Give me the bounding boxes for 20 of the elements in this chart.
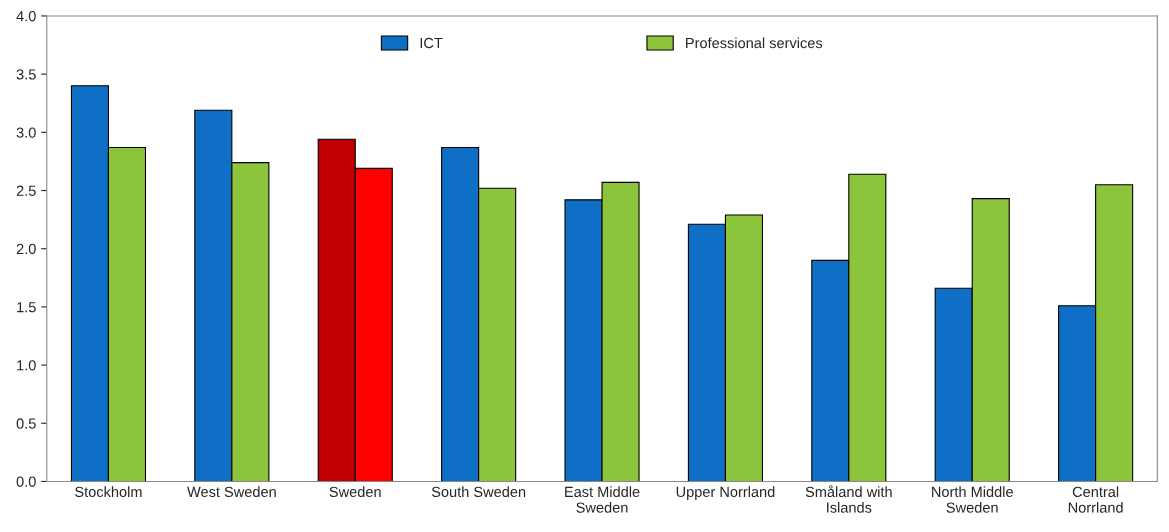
x-tick-label: Sweden [329,486,381,498]
y-tick-label: 0.0 [16,476,36,487]
y-tick-label: 1.0 [17,360,36,371]
y-tick-label: 2.5 [16,185,36,196]
legend-label: ICT [420,37,443,49]
x-tick-label: North Middle Sweden [932,486,1013,513]
x-tick-label: Småland with Islands [805,485,892,513]
y-tick-label: 3.5 [16,69,36,80]
x-tick-label: Upper Norrland [676,486,775,500]
x-tick-label: Stockholm [75,486,142,498]
y-tick-label: 1.5 [17,302,36,313]
x-tick-label: East Middle Sweden [565,486,640,513]
y-tick-label: 3.0 [16,127,36,138]
y-tick-label: 4.0 [16,11,36,22]
legend-label: Professional services [686,37,823,49]
y-tick-label: 0.5 [16,418,36,429]
x-tick-label: West Sweden [187,486,276,498]
x-tick-label: South Sweden [431,486,526,498]
x-tick-label: Central Norrland [1068,486,1123,513]
y-tick-label: 2.0 [16,243,36,255]
